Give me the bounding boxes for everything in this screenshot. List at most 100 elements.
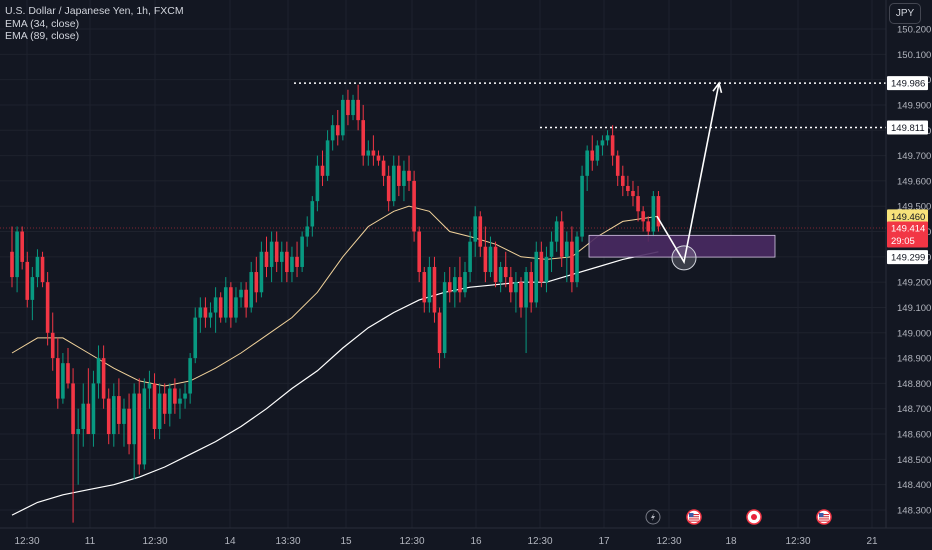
candle-body <box>437 312 442 354</box>
y-tick-label: 148.700 <box>897 404 931 415</box>
x-tick-label: 12:30 <box>14 536 39 547</box>
candle <box>61 353 65 404</box>
candlesticks <box>10 84 661 523</box>
candle-body <box>183 393 187 399</box>
candle <box>488 236 493 278</box>
y-tick-label: 150.100 <box>897 50 931 61</box>
candle-body <box>269 241 274 267</box>
candle-body <box>636 196 640 212</box>
candle-body <box>279 251 284 262</box>
candle <box>213 287 218 333</box>
candle-body <box>106 398 111 435</box>
candle <box>10 226 14 288</box>
candle <box>137 378 142 475</box>
x-tick-label: 14 <box>224 536 236 547</box>
candle <box>112 383 116 447</box>
y-tick-label: 149.500 <box>897 202 931 213</box>
candle <box>478 211 483 257</box>
symbol-title[interactable]: U.S. Dollar / Japanese Yen, 1h, FXCM <box>5 5 184 17</box>
candle-body <box>346 99 350 116</box>
candle <box>101 345 106 409</box>
lightning-icon[interactable] <box>645 509 661 525</box>
candle-body <box>198 307 203 318</box>
y-tick-label: 149.700 <box>897 151 931 162</box>
candle-body <box>631 191 635 197</box>
ema-89-label[interactable]: EMA (89, close) <box>5 30 80 42</box>
candle <box>335 110 340 146</box>
candle-body <box>432 266 437 313</box>
candle-body <box>162 393 167 414</box>
candle-body <box>112 396 116 435</box>
candle-body <box>529 272 533 303</box>
countdown-label: 29:05 <box>891 236 915 247</box>
candle <box>66 347 70 389</box>
candle <box>122 398 126 447</box>
candle-body <box>229 287 233 318</box>
candle <box>20 226 24 270</box>
candle-body <box>300 236 304 267</box>
candle-body <box>646 221 651 232</box>
candle <box>310 196 315 237</box>
candle <box>483 226 488 283</box>
flag-stripe <box>689 514 699 516</box>
candle-body <box>259 251 264 293</box>
candle-body <box>534 251 539 303</box>
candle <box>544 246 549 293</box>
candle <box>264 236 269 278</box>
candle-body <box>580 175 584 237</box>
candle-body <box>142 388 147 465</box>
candle-body <box>25 261 30 300</box>
candle <box>86 368 91 435</box>
event-icons[interactable] <box>645 509 832 525</box>
candle <box>229 282 233 328</box>
candle-body <box>127 408 131 445</box>
candle-body <box>285 251 289 273</box>
candle-body <box>498 266 503 283</box>
candle-body <box>381 160 386 176</box>
candle-body <box>218 297 223 318</box>
currency-button[interactable]: JPY <box>889 3 921 24</box>
flag-stripe <box>689 518 699 520</box>
time-axis[interactable]: 12:30 11 12:30 14 13:30 15 12:30 16 12:30 17 12:30… <box>0 527 932 547</box>
candle-body <box>178 398 182 404</box>
flag-stripe <box>819 514 829 516</box>
candle <box>249 261 254 313</box>
candle <box>183 383 187 409</box>
candle-body <box>254 272 259 293</box>
candle <box>320 150 325 186</box>
flag-stripe <box>819 516 829 518</box>
ema-34-label[interactable]: EMA (34, close) <box>5 17 80 30</box>
candle <box>106 388 111 445</box>
candle <box>636 185 640 222</box>
candle-body <box>391 165 396 202</box>
candle-body <box>234 297 238 318</box>
candle-body <box>203 307 208 318</box>
candle <box>117 378 121 435</box>
us-flag-icon[interactable] <box>816 509 832 525</box>
price-tag-bg <box>887 120 928 135</box>
candle <box>269 231 274 283</box>
jp-flag-icon[interactable] <box>746 509 762 525</box>
candle-body <box>422 272 427 303</box>
candle <box>509 266 513 303</box>
candle <box>615 150 620 186</box>
candle-body <box>76 428 80 435</box>
candle-body <box>132 393 136 445</box>
ema-89-path <box>11 251 659 516</box>
candle <box>376 150 381 166</box>
y-tick-label: 149.100 <box>897 303 931 314</box>
candle-body <box>371 150 376 156</box>
candle <box>570 226 574 293</box>
candle <box>437 307 442 369</box>
flag-stripe <box>689 520 699 522</box>
flag-stripe <box>819 520 829 522</box>
candle-body <box>274 241 279 262</box>
candle <box>386 165 391 212</box>
price-tag-label: 149.299 <box>891 253 925 264</box>
x-tick-label: 17 <box>598 536 610 547</box>
candle-body <box>310 201 315 227</box>
drawings[interactable] <box>294 81 886 271</box>
us-flag-icon[interactable] <box>686 509 702 525</box>
